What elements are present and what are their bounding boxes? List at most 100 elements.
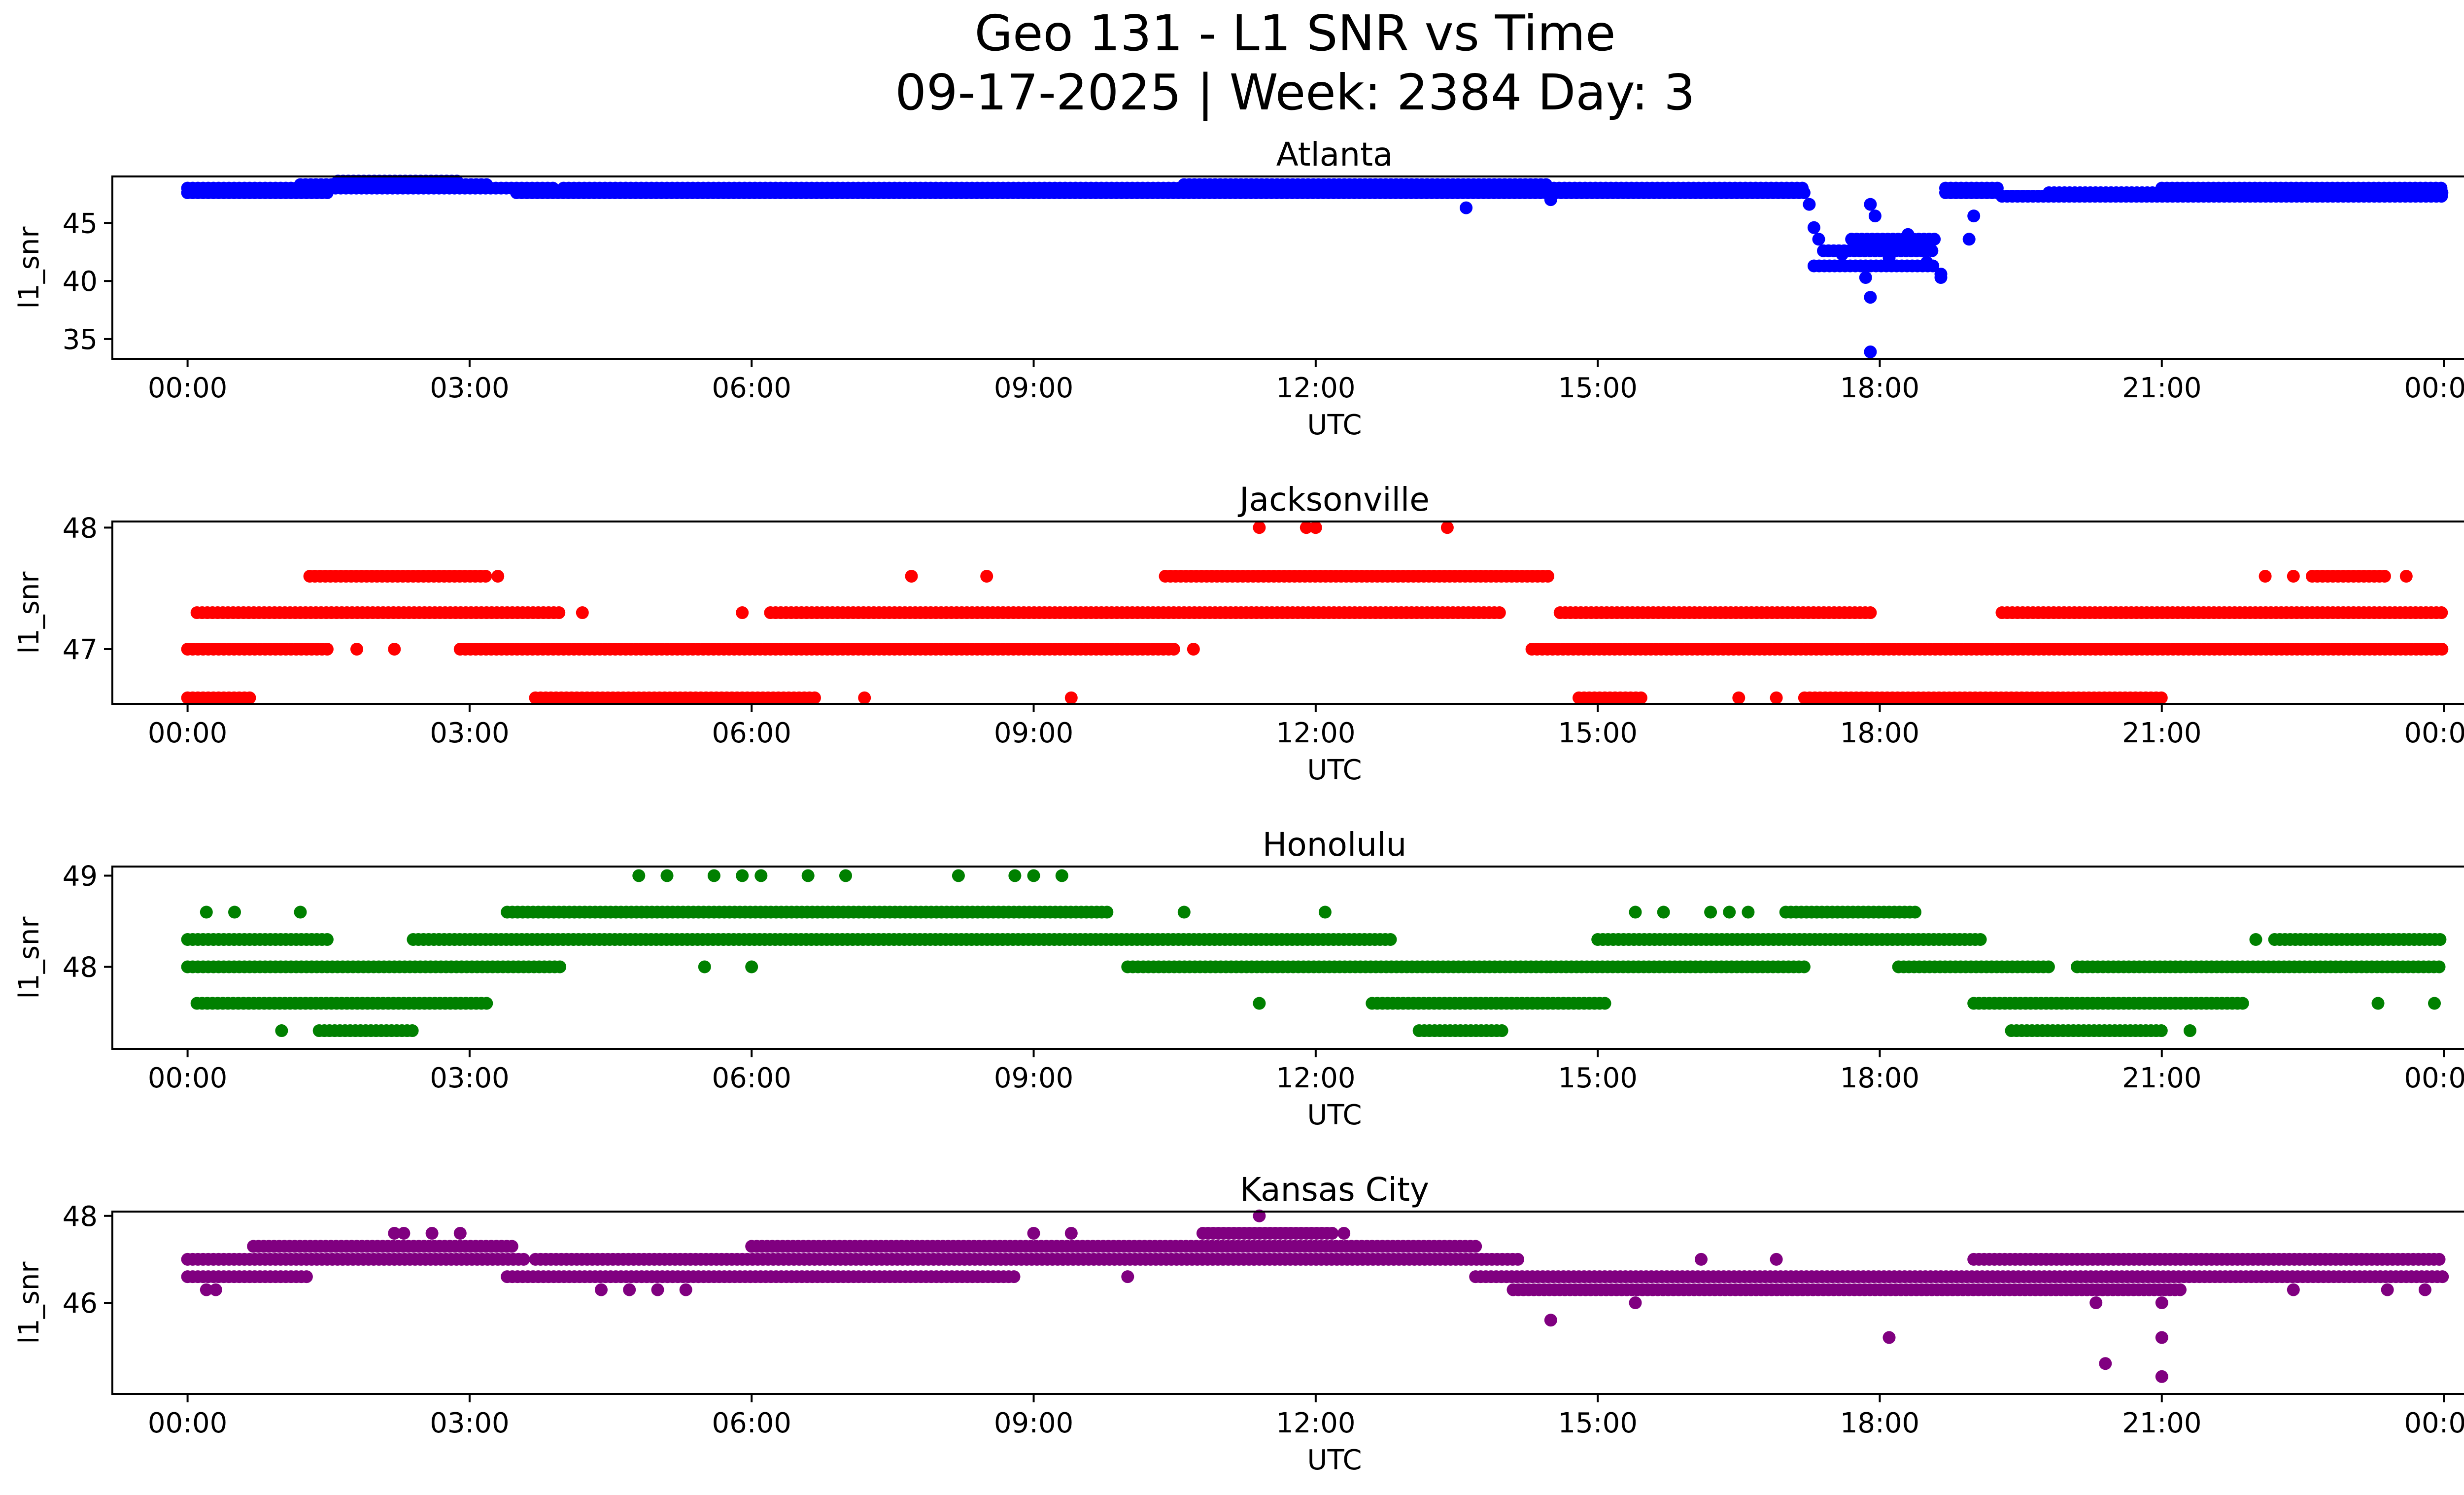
data-point xyxy=(660,869,674,882)
atlanta-x-tick-label: 03:00 xyxy=(430,372,509,404)
kansas-city-x-axis-label: UTC xyxy=(1307,1444,1362,1476)
jacksonville-point-band-2 xyxy=(190,606,566,619)
data-point xyxy=(2432,1252,2446,1266)
data-point xyxy=(736,606,749,619)
jacksonville-x-tick-label: 06:00 xyxy=(712,717,791,749)
honolulu-x-tick-label: 18:00 xyxy=(1840,1062,1919,1094)
kansas-city-x-tick-label: 00:00 xyxy=(148,1407,227,1439)
honolulu-x-tick-label: 15:00 xyxy=(1558,1062,1637,1094)
data-point xyxy=(1300,521,1313,534)
atlanta-x-tick-label: 15:00 xyxy=(1558,372,1637,404)
honolulu-point-band-7 xyxy=(1366,997,1611,1010)
data-point xyxy=(1337,1227,1351,1240)
honolulu-point-band-15 xyxy=(2071,960,2446,973)
data-point xyxy=(1974,933,1987,946)
data-point xyxy=(553,960,567,973)
data-point xyxy=(1836,247,1849,261)
data-point xyxy=(388,1227,401,1240)
data-point xyxy=(801,869,815,882)
data-point xyxy=(2236,997,2249,1010)
honolulu-point-band-5 xyxy=(501,905,1114,919)
atlanta-title: Atlanta xyxy=(1276,136,1393,174)
data-point xyxy=(1253,997,1266,1010)
data-point xyxy=(2434,181,2448,195)
honolulu-point-band-1 xyxy=(181,960,567,973)
kansas-city-point-band-5 xyxy=(745,1240,1482,1253)
kansas-city-point-band-2 xyxy=(247,1240,518,1253)
data-point xyxy=(479,570,492,583)
data-point xyxy=(397,1227,411,1240)
honolulu-point-band-12 xyxy=(1892,960,2055,973)
data-point xyxy=(1318,905,1332,919)
data-point xyxy=(350,643,363,656)
data-point xyxy=(1460,201,1473,214)
data-point xyxy=(1511,1252,1524,1266)
kansas-city-point-band-1 xyxy=(181,1252,530,1266)
jacksonville-point-band-6 xyxy=(764,606,1506,619)
atlanta-point-band-6 xyxy=(557,181,1367,195)
honolulu-point-band-0 xyxy=(181,933,334,946)
honolulu-y-tick-label: 49 xyxy=(63,861,98,893)
data-point xyxy=(1177,905,1191,919)
data-point xyxy=(505,1240,518,1253)
honolulu-point-band-3 xyxy=(312,1024,419,1037)
jacksonville-point-band-1 xyxy=(181,643,334,656)
jacksonville-point-band-13 xyxy=(2306,570,2391,583)
data-point xyxy=(2259,570,2272,583)
kansas-city-y-axis-label: l1_snr xyxy=(13,1261,45,1344)
data-point xyxy=(1882,251,1896,264)
atlanta-y-tick-label: 40 xyxy=(63,266,98,298)
honolulu-point-band-8 xyxy=(1412,1024,1508,1037)
data-point xyxy=(1797,960,1811,973)
data-point xyxy=(517,1252,530,1266)
data-point xyxy=(839,869,852,882)
data-point xyxy=(1864,606,1877,619)
honolulu-x-axis-label: UTC xyxy=(1307,1099,1362,1131)
honolulu-points xyxy=(181,869,2447,1037)
honolulu-point-band-11 xyxy=(1779,905,1921,919)
atlanta-x-tick-label: 06:00 xyxy=(712,372,791,404)
data-point xyxy=(1121,1270,1134,1284)
data-point xyxy=(1770,691,1783,704)
data-point xyxy=(2287,1283,2300,1296)
data-point xyxy=(623,1283,636,1296)
data-point xyxy=(294,905,307,919)
data-point xyxy=(2184,1024,2196,1037)
data-point xyxy=(1100,905,1114,919)
data-point xyxy=(2432,960,2446,973)
kansas-city-y-tick-label: 46 xyxy=(63,1287,98,1320)
data-point xyxy=(1770,1252,1783,1266)
jacksonville-point-band-11 xyxy=(1798,691,2168,704)
kansas-city-x-tick-label: 18:00 xyxy=(1840,1407,1919,1439)
data-point xyxy=(1925,244,1939,257)
jacksonville-x-axis-label: UTC xyxy=(1307,754,1362,786)
data-point xyxy=(1864,345,1877,358)
data-point xyxy=(300,1270,313,1284)
data-point xyxy=(707,869,720,882)
atlanta-point-band-16 xyxy=(2155,181,2448,195)
atlanta-point-band-10 xyxy=(1817,244,1939,257)
data-point xyxy=(1868,209,1882,223)
data-point xyxy=(2381,1283,2394,1296)
data-point xyxy=(200,1283,213,1296)
data-point xyxy=(320,933,334,946)
honolulu-point-band-13 xyxy=(1967,997,2249,1010)
data-point xyxy=(1544,193,1557,207)
kansas-city-points xyxy=(181,1209,2449,1383)
data-point xyxy=(1909,905,1921,919)
data-point xyxy=(1723,905,1736,919)
atlanta-point-band-11 xyxy=(1845,233,1941,246)
atlanta-points xyxy=(181,174,2449,358)
data-point xyxy=(736,869,749,882)
data-point xyxy=(1796,181,1809,195)
data-point xyxy=(2428,997,2441,1010)
data-point xyxy=(1934,268,1948,280)
data-point xyxy=(2378,570,2391,583)
data-point xyxy=(491,570,505,583)
data-point xyxy=(480,997,493,1010)
data-point xyxy=(425,1227,439,1240)
jacksonville-x-tick-label: 09:00 xyxy=(994,717,1073,749)
data-point xyxy=(1732,691,1745,704)
atlanta-y-tick-label: 35 xyxy=(63,324,98,356)
kansas-city-x-tick-label: 15:00 xyxy=(1558,1407,1637,1439)
